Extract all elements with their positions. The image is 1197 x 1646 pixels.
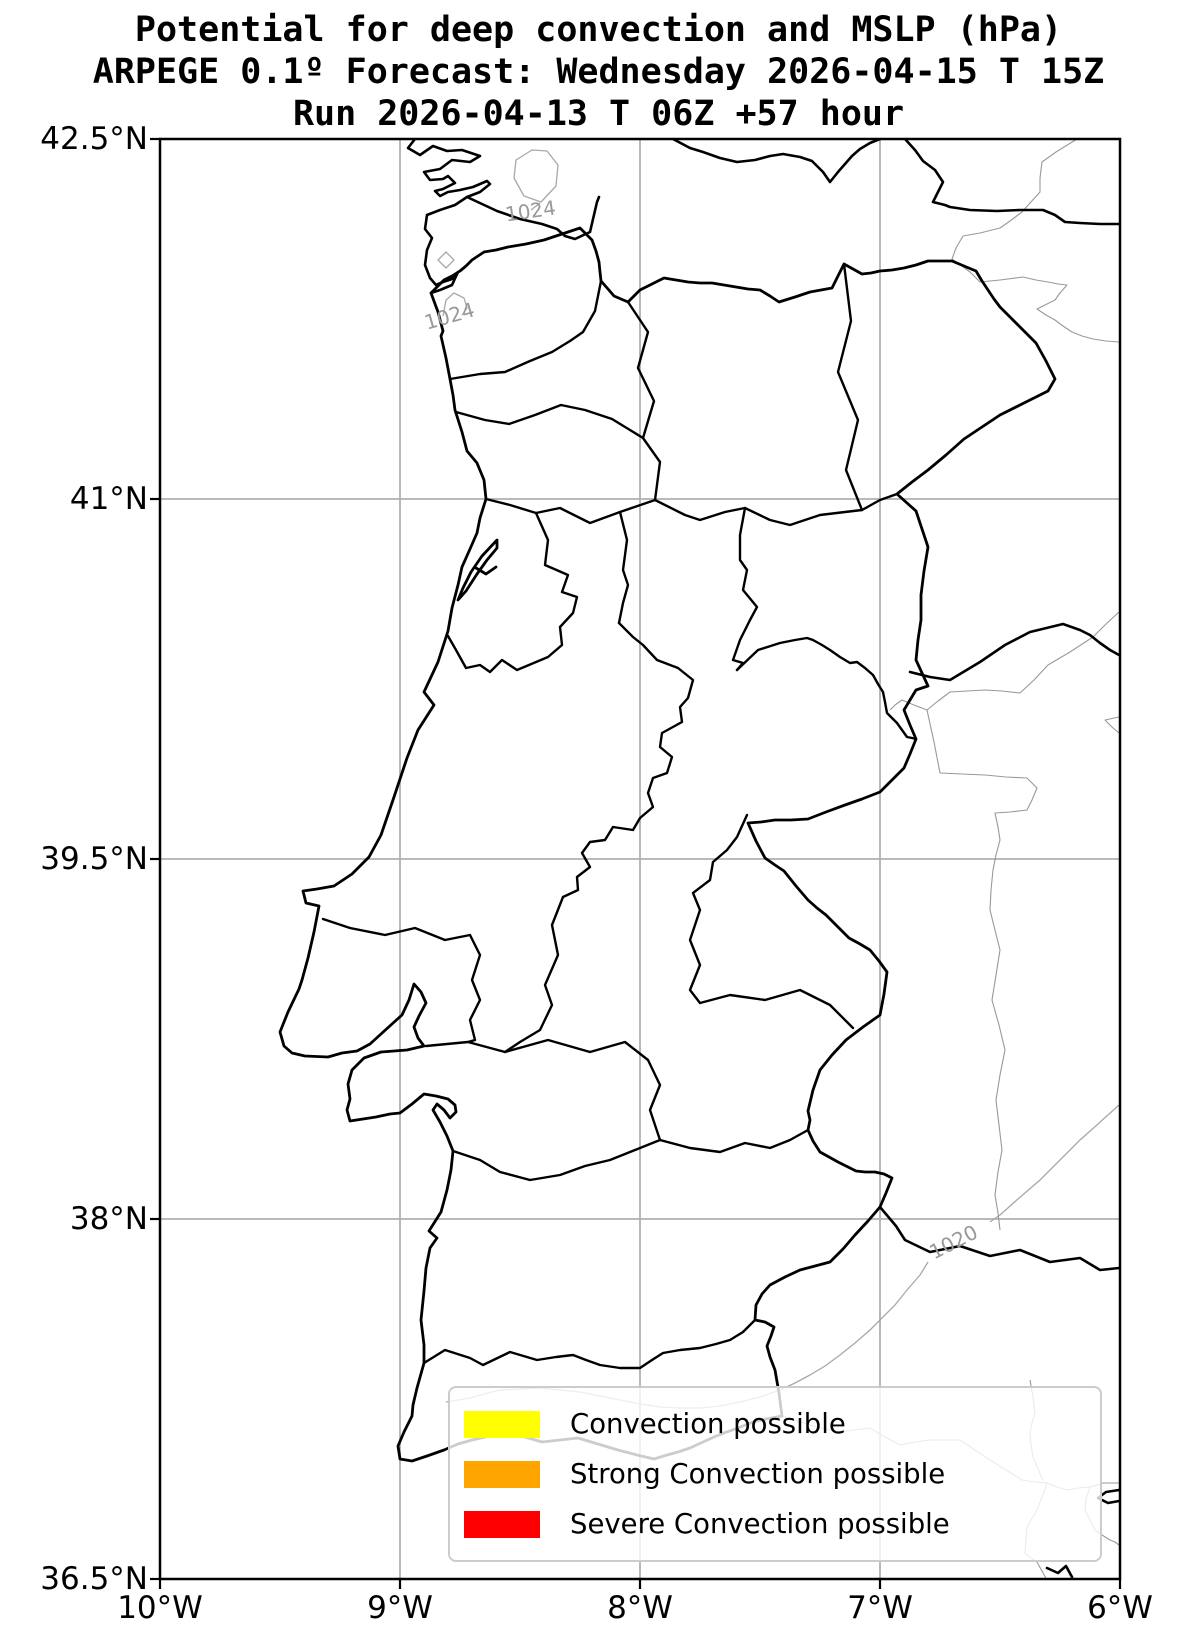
grid-lines <box>160 139 1120 1579</box>
severe-convection-swatch <box>464 1510 540 1538</box>
spain-region-borders <box>406 139 1120 1579</box>
ytick-39-5n: 39.5°N <box>40 841 148 877</box>
xtick-8w: 8°W <box>607 1590 673 1626</box>
district-boundaries <box>321 262 918 1370</box>
legend-item-label: Strong Convection possible <box>570 1458 946 1490</box>
xtick-7w: 7°W <box>847 1590 913 1626</box>
subtitle-run: Run 2026-04-13 T 06Z +57 hour <box>292 94 905 134</box>
page-title: Potential for deep convection and MSLP (… <box>134 10 1063 50</box>
ytick-36-5n: 36.5°N <box>40 1561 148 1597</box>
convection-possible-swatch <box>464 1410 540 1438</box>
ytick-41n: 41°N <box>69 481 148 517</box>
legend-item-severe-convection: Severe Convection possible <box>450 1508 1100 1540</box>
subtitle-forecast: ARPEGE 0.1º Forecast: Wednesday 2026-04-… <box>92 52 1105 92</box>
legend-item-strong-convection: Strong Convection possible <box>450 1458 1100 1490</box>
xtick-6w: 6°W <box>1087 1590 1153 1626</box>
legend: Convection possible Strong Convection po… <box>448 1386 1102 1562</box>
portugal-coastline <box>278 226 1057 1463</box>
legend-item-label: Severe Convection possible <box>570 1508 950 1540</box>
xtick-9w: 9°W <box>367 1590 433 1626</box>
legend-item-convection: Convection possible <box>450 1408 1100 1440</box>
legend-item-label: Convection possible <box>570 1408 846 1440</box>
strong-convection-swatch <box>464 1460 540 1488</box>
xtick-10w: 10°W <box>117 1590 203 1626</box>
ytick-42-5n: 42.5°N <box>40 121 148 157</box>
axis-ticks <box>150 137 1122 1589</box>
ytick-38n: 38°N <box>69 1201 148 1237</box>
